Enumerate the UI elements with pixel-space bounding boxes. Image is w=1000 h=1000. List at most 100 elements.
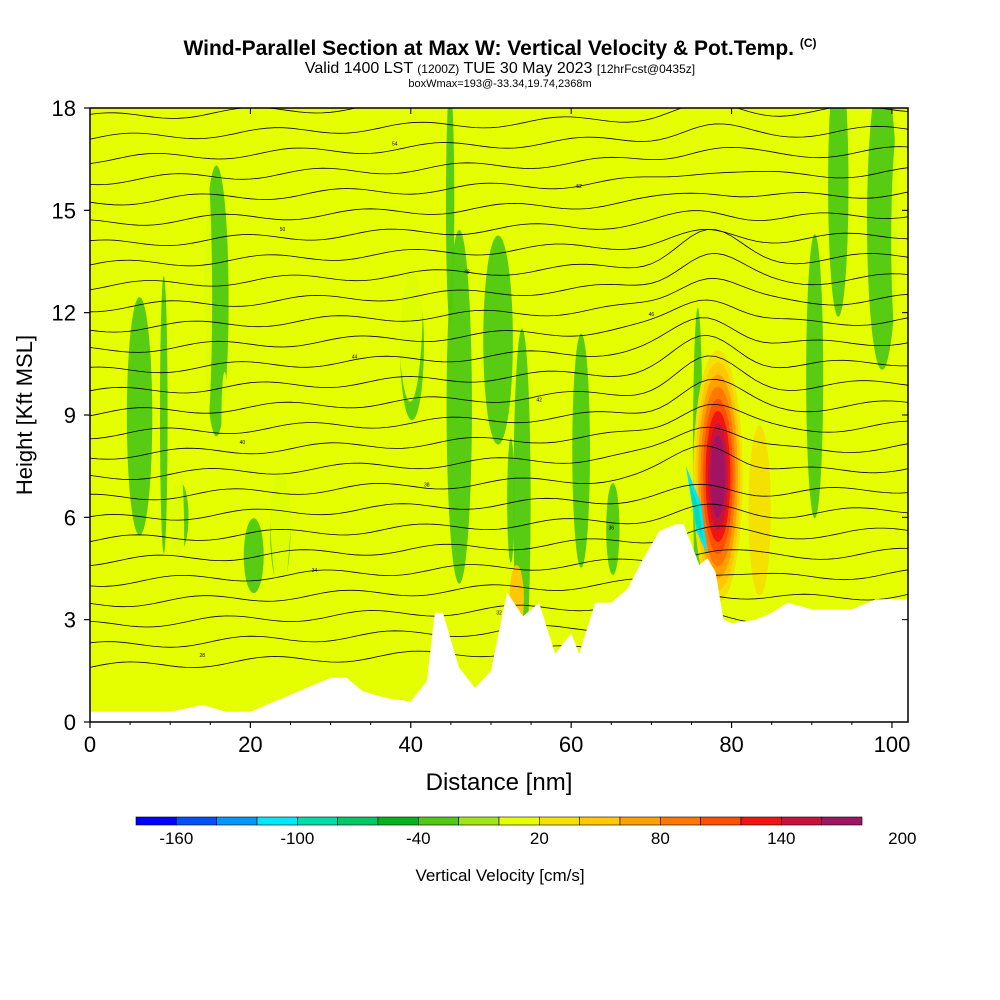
x-axis-label: Distance [nm]: [426, 769, 573, 796]
isentrope-label: 48: [464, 269, 470, 275]
velocity-streak: [126, 297, 153, 536]
isentrope-line: [90, 299, 908, 353]
isentrope-label: 54: [392, 142, 398, 148]
isentrope-line: [90, 525, 908, 566]
velocity-streak: [153, 484, 162, 646]
isentrope-label: 42: [536, 397, 542, 403]
velocity-streak: [606, 482, 620, 575]
velocity-streak: [230, 108, 238, 338]
colorbar-swatch: [660, 816, 701, 826]
valid-prefix: Valid 1400 LST: [304, 60, 413, 77]
colorbar-swatch: [377, 816, 419, 826]
velocity-streak: [399, 475, 428, 649]
isentrope-line: [90, 228, 908, 267]
velocity-streak: [266, 108, 290, 359]
velocity-streak: [159, 275, 168, 554]
updraft-contour: [713, 447, 723, 506]
downdraft-core: [689, 483, 704, 542]
chart-title: Wind-Parallel Section at Max W: Vertical…: [0, 36, 1000, 61]
isentrope-line: [90, 483, 908, 521]
colorbar-swatch: [458, 816, 500, 826]
colorbar-swatch: [579, 816, 621, 826]
colorbar-tick-label: -40: [406, 829, 431, 848]
y-tick-label: 9: [64, 403, 76, 428]
isentrope-line: [90, 108, 908, 140]
isentrope-label: 32: [496, 611, 502, 617]
velocity-streak: [806, 234, 824, 519]
isentrope-line: [90, 445, 908, 501]
colorbar-tick-label: 80: [651, 829, 670, 848]
velocity-streak: [572, 333, 590, 568]
x-tick-label: 40: [399, 732, 423, 757]
isentrope-line: [90, 403, 908, 460]
x-tick-label: 100: [874, 732, 911, 757]
y-tick-label: 0: [64, 710, 76, 735]
isentrope-line: [90, 503, 908, 543]
terrain: [90, 524, 908, 722]
velocity-streak: [167, 442, 185, 631]
velocity-streak: [264, 573, 292, 653]
valid-utc: (1200Z): [417, 62, 460, 76]
isentrope-line: [90, 146, 908, 186]
isentrope-line: [90, 123, 908, 164]
isentrope-line: [90, 252, 908, 313]
colorbar-tick-label: -160: [159, 829, 193, 848]
velocity-streak: [310, 334, 326, 628]
isentrope-line: [90, 210, 908, 246]
velocity-streak: [221, 371, 228, 467]
colorbar-tick-label: 200: [888, 829, 916, 848]
velocity-streak: [187, 116, 213, 482]
velocity-streak: [490, 389, 498, 608]
colorbar-swatch: [256, 816, 298, 826]
isentrope-line: [90, 426, 908, 480]
x-tick-label: 0: [84, 732, 96, 757]
velocity-streak: [867, 108, 898, 370]
isentrope-label: 50: [280, 227, 286, 233]
isentrope-line: [90, 378, 908, 440]
colorbar-swatch: [418, 816, 459, 826]
colorbar-swatch: [539, 816, 580, 826]
isentrope-line: [90, 334, 908, 394]
colorbar-swatch: [297, 816, 338, 826]
velocity-streak: [371, 306, 386, 657]
colorbar-swatch: [821, 816, 863, 826]
valid-date: TUE 30 May 2023: [463, 60, 593, 77]
colorbar-swatch: [216, 816, 258, 826]
y-tick-label: 12: [52, 301, 76, 326]
velocity-streak: [97, 108, 118, 382]
isentrope-line: [90, 229, 908, 291]
y-tick-label: 18: [52, 96, 76, 121]
isentrope-label: 46: [649, 312, 655, 318]
isentrope-line: [90, 278, 908, 333]
velocity-streak: [286, 343, 304, 514]
velocity-streak: [540, 411, 548, 590]
velocity-streak: [483, 235, 513, 445]
colorbar-tick-label: -100: [280, 829, 314, 848]
velocity-streak: [397, 179, 424, 402]
updraft-secondary: [748, 425, 771, 596]
x-tick-label: 60: [559, 732, 583, 757]
isentrope-label: 38: [424, 483, 430, 489]
isentrope-label: 40: [240, 440, 246, 446]
colorbar-swatch: [135, 816, 177, 826]
isentrope-label: 44: [352, 355, 358, 361]
x-tick-label: 80: [719, 732, 743, 757]
colorbar-swatch: [700, 816, 742, 826]
colorbar-swatch: [619, 816, 661, 826]
y-axis-label: Height [Kft MSL]: [12, 335, 37, 495]
chart-title-text: Wind-Parallel Section at Max W: Vertical…: [183, 37, 794, 60]
isentrope-line: [90, 191, 908, 226]
isentrope-label: 36: [608, 525, 614, 531]
x-tick-label: 20: [238, 732, 262, 757]
velocity-streak: [766, 392, 785, 543]
isentrope-line: [90, 108, 459, 119]
chart-subtitle: Valid 1400 LST (1200Z) TUE 30 May 2023 […: [0, 60, 1000, 78]
isentrope-line: [90, 569, 908, 608]
isentrope-line: [90, 355, 908, 417]
velocity-streak: [888, 382, 908, 659]
isentrope-label: 52: [576, 184, 582, 190]
plot-area: 28 32 34 36 38 40 42 44 46 48 50 52 54: [90, 108, 908, 722]
isentrope-label: 28: [199, 653, 205, 659]
colorbar-label: Vertical Velocity [cm/s]: [415, 866, 584, 885]
velocity-streak: [507, 438, 515, 563]
